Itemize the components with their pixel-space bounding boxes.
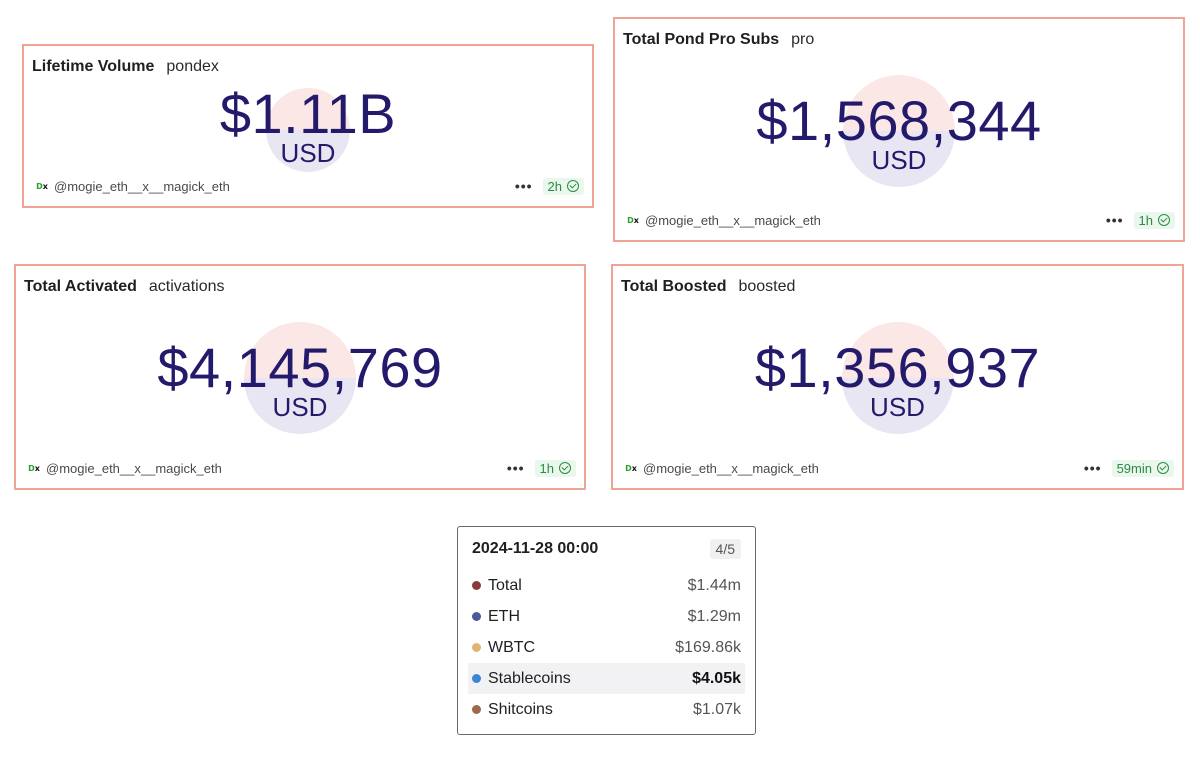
counter-background-circle [841, 322, 954, 434]
tooltip-header: 2024-11-28 00:00 4/5 [472, 539, 741, 559]
counter-value: $4,145,769 [157, 336, 443, 399]
series-dot-icon [472, 705, 481, 714]
tooltip-page-indicator: 4/5 [709, 539, 741, 559]
series-value: $4.05k [692, 669, 741, 687]
chart-tooltip: 2024-11-28 00:00 4/5 Total $1.44m ETH $1… [457, 526, 756, 735]
card-title: Total Pond Pro Subs [623, 31, 780, 48]
series-name: WBTC [488, 638, 536, 656]
series-name: ETH [488, 607, 520, 625]
counter-unit: USD [870, 392, 925, 422]
tooltip-row-eth: ETH $1.29m [468, 601, 745, 632]
counter-background-circle [266, 88, 350, 172]
more-options-icon[interactable]: ••• [1083, 460, 1102, 476]
card-total-activated: Total Activated activations $4,145,769 U… [14, 264, 586, 490]
card-subtitle: pondex [166, 58, 219, 75]
series-value: $169.86k [675, 638, 741, 656]
counter-unit: USD [280, 138, 336, 168]
counter-value: $1,568,344 [756, 89, 1042, 152]
counter-value: $1,356,937 [754, 336, 1041, 399]
card-header: Total Activated activations [24, 278, 225, 296]
tooltip-row-wbtc: WBTC $169.86k [468, 632, 745, 663]
freshness-label: 1h [539, 460, 554, 476]
tooltip-date: 2024-11-28 00:00 [472, 540, 599, 557]
tooltip-row-stablecoins: Stablecoins $4.05k [468, 663, 745, 694]
card-header: Total Boosted boosted [621, 278, 795, 296]
author-link[interactable]: @mogie_eth__x__magick_eth [54, 178, 230, 194]
series-dot-icon [472, 674, 481, 683]
check-circle-icon [1157, 462, 1169, 474]
freshness-badge[interactable]: 1h [1133, 211, 1175, 229]
card-title: Lifetime Volume [32, 58, 155, 75]
freshness-label: 1h [1138, 212, 1153, 228]
author-link[interactable]: @mogie_eth__x__magick_eth [46, 460, 222, 476]
tooltip-rows: Total $1.44m ETH $1.29m WBTC $169.86k St… [468, 570, 745, 725]
check-circle-icon [559, 462, 571, 474]
card-subtitle: activations [148, 278, 225, 295]
freshness-label: 2h [547, 178, 562, 194]
more-options-icon[interactable]: ••• [514, 178, 533, 194]
card-title: Total Activated [24, 278, 137, 295]
tooltip-row-total: Total $1.44m [468, 570, 745, 601]
card-total-pond-pro-subs: Total Pond Pro Subs pro $1,568,344 USD D… [613, 17, 1185, 242]
card-subtitle: pro [791, 31, 815, 48]
card-title: Total Boosted [621, 278, 727, 295]
counter-value: $1.11B [219, 82, 397, 145]
series-name: Total [488, 576, 522, 594]
counter-background-circle [843, 75, 955, 187]
more-options-icon[interactable]: ••• [1105, 212, 1124, 228]
series-value: $1.07k [692, 700, 741, 718]
series-value: $1.44m [687, 576, 741, 594]
counter: $1,568,344 USD [615, 75, 1183, 187]
series-value: $1.29m [687, 607, 741, 625]
freshness-badge[interactable]: 1h [534, 459, 576, 477]
counter: $4,145,769 USD [16, 322, 584, 434]
freshness-label: 59min [1116, 460, 1152, 476]
counter: $1,356,937 USD [613, 322, 1182, 434]
counter-unit: USD [871, 145, 927, 175]
card-header: Lifetime Volume pondex [32, 58, 219, 76]
more-options-icon[interactable]: ••• [506, 460, 525, 476]
series-name: Stablecoins [488, 669, 571, 687]
series-dot-icon [472, 612, 481, 621]
counter-unit: USD [272, 392, 328, 422]
card-header: Total Pond Pro Subs pro [623, 31, 814, 49]
counter: $1.11B USD [24, 82, 592, 172]
freshness-badge[interactable]: 59min [1111, 459, 1174, 477]
series-dot-icon [472, 643, 481, 652]
check-circle-icon [1158, 214, 1170, 226]
check-circle-icon [567, 180, 579, 192]
card-subtitle: boosted [738, 278, 796, 295]
author-link[interactable]: @mogie_eth__x__magick_eth [643, 460, 819, 476]
series-name: Shitcoins [488, 700, 553, 718]
series-dot-icon [472, 581, 481, 590]
freshness-badge[interactable]: 2h [542, 177, 584, 195]
tooltip-row-shitcoins: Shitcoins $1.07k [468, 694, 745, 725]
counter-background-circle [244, 322, 356, 434]
author-link[interactable]: @mogie_eth__x__magick_eth [645, 212, 821, 228]
